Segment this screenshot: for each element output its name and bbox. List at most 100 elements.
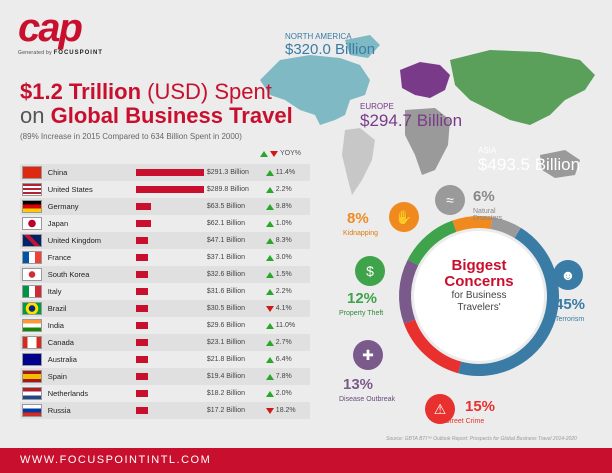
amount-label: $291.3 Billion — [206, 169, 249, 176]
slice-label: Street Crime — [445, 418, 485, 425]
amount-label: $19.4 Billion — [206, 373, 245, 380]
slice-pct: 45% — [555, 296, 586, 313]
amount-label: $29.6 Billion — [206, 322, 245, 329]
amount-label: $31.6 Billion — [206, 288, 245, 295]
yoy-cell: 9.8% — [265, 203, 310, 210]
arrow-up-icon — [265, 186, 274, 193]
flag-icon — [22, 353, 42, 366]
europe-shape — [400, 62, 450, 98]
donut-title-2: Concerns — [444, 273, 514, 290]
amount-label: $289.8 Billion — [206, 186, 249, 193]
country-name: Japan — [47, 219, 69, 228]
country-name: Australia — [47, 355, 77, 364]
bar — [136, 203, 151, 210]
table-row: Italy $31.6 Billion 2.2% — [20, 283, 310, 300]
bar — [136, 169, 205, 176]
country-name: France — [47, 253, 72, 262]
brand-logo: cap Generated by FOCUSPOINT — [18, 8, 108, 58]
flag-icon — [22, 387, 42, 400]
slice-label: Terrorism — [555, 316, 585, 323]
arrow-up-icon — [265, 254, 274, 261]
bar — [136, 220, 151, 227]
amount-label: $63.5 Billion — [206, 203, 245, 210]
amount-label: $21.8 Billion — [206, 356, 245, 363]
slice-label: Property Theft — [339, 310, 384, 317]
north-america-shape — [260, 55, 370, 125]
bar — [136, 186, 204, 193]
donut-center: Biggest Concerns for Business Travelers' — [429, 258, 529, 314]
bar-cell — [136, 300, 207, 317]
country-name: Spain — [47, 372, 67, 381]
bar-cell — [136, 351, 207, 368]
bar — [136, 271, 149, 278]
yoy-cell: 3.0% — [265, 254, 310, 261]
yoy-cell: 4.1% — [265, 305, 310, 312]
donut-slice — [407, 220, 457, 266]
bar — [136, 288, 149, 295]
arrow-up-icon — [265, 237, 274, 244]
bar — [136, 322, 149, 329]
arrow-down-icon — [270, 150, 278, 157]
flag-icon — [22, 319, 42, 332]
table-row: France $37.1 Billion 3.0% — [20, 249, 310, 266]
flag-icon — [22, 217, 42, 230]
yoy-cell: 7.8% — [265, 373, 310, 380]
donut-center-disc — [414, 231, 544, 361]
source-note: Source: GBTA BTI™ Outlook Report: Prospe… — [386, 436, 577, 442]
table-row: Australia $21.8 Billion 6.4% — [20, 351, 310, 368]
flag-icon — [22, 370, 42, 383]
bar-cell — [136, 215, 207, 232]
amount-label: $30.5 Billion — [206, 305, 245, 312]
wave-icon: ≈ — [435, 185, 465, 215]
yoy-label: 11.4% — [275, 169, 296, 176]
yoy-header: YOY% — [260, 150, 301, 157]
logo-sub-prefix: Generated by — [18, 50, 52, 56]
flag-icon — [22, 285, 42, 298]
yoy-cell: 2.2% — [265, 288, 310, 295]
bar-cell — [136, 249, 207, 266]
yoy-cell: 2.2% — [265, 186, 310, 193]
table-row: Germany $63.5 Billion 9.8% — [20, 198, 310, 215]
country-name: Russia — [47, 406, 71, 415]
yoy-label: 18.2% — [275, 407, 296, 414]
yoy-label: 11.0% — [275, 322, 296, 329]
bar — [136, 373, 149, 380]
flag-icon — [22, 251, 42, 264]
robbery-icon: ⚠ — [425, 394, 455, 424]
region-name: NORTH AMERICA — [285, 32, 352, 41]
bar-cell — [136, 198, 207, 215]
bar — [136, 254, 149, 261]
donut-svg — [399, 216, 559, 376]
bar-cell — [136, 317, 207, 334]
footer-bar — [0, 448, 612, 473]
headline-line-1: $1.2 Trillion (USD) Spent — [20, 80, 320, 104]
yoy-label: 2.0% — [275, 390, 292, 397]
region-asia: ASIA $493.5 Billion — [478, 146, 580, 175]
table-row: United States $289.8 Billion 2.2% — [20, 181, 310, 198]
arrow-up-icon — [265, 288, 274, 295]
arrow-up-icon — [265, 390, 274, 397]
footer-url[interactable]: WWW.FOCUSPOINTINTL.COM — [20, 454, 212, 466]
bar-cell — [136, 385, 207, 402]
region-europe: EUROPE $294.7 Billion — [360, 102, 462, 131]
country-name: Brazil — [47, 304, 67, 313]
bar-cell — [136, 266, 207, 283]
yoy-cell: 8.3% — [265, 237, 310, 244]
donut-slice — [452, 216, 493, 232]
headline-unit: (USD) Spent — [141, 79, 272, 104]
flag-icon — [22, 336, 42, 349]
headline: $1.2 Trillion (USD) Spent on Global Busi… — [20, 80, 320, 142]
flag-icon — [22, 302, 42, 315]
greenland-shape — [345, 35, 380, 58]
yoy-label: 7.8% — [275, 373, 292, 380]
yoy-header-label: YOY% — [280, 150, 302, 157]
slice-label: Natural Disasters — [473, 208, 503, 222]
yoy-label: 4.1% — [275, 305, 292, 312]
bar — [136, 356, 149, 363]
bar-cell — [136, 402, 207, 419]
ambulance-icon: ✚ — [353, 340, 383, 370]
donut-slice — [490, 217, 521, 239]
arrow-up-icon — [265, 169, 274, 176]
yoy-cell: 2.0% — [265, 390, 310, 397]
region-name: EUROPE — [360, 102, 394, 111]
